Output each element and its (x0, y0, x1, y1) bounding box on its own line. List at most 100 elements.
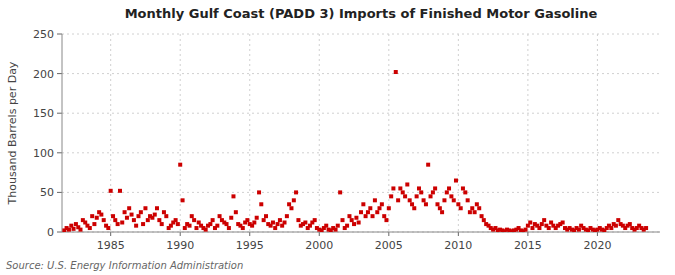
point (345, 224, 349, 228)
tick-mark (319, 232, 320, 236)
point (162, 210, 166, 214)
tick-mark (180, 232, 181, 236)
point (357, 220, 361, 224)
tick-label: 1985 (97, 239, 125, 252)
point (139, 210, 143, 214)
point (120, 220, 124, 224)
annotation: Source: U.S. Energy Information Administ… (6, 260, 243, 271)
point (252, 220, 256, 224)
tick-label: 2005 (375, 239, 403, 252)
point (540, 222, 544, 226)
point (352, 222, 356, 226)
point (429, 194, 433, 198)
point (271, 220, 275, 224)
point (194, 226, 198, 230)
point (183, 226, 187, 230)
point (415, 194, 419, 198)
point (477, 206, 481, 210)
point (296, 218, 300, 222)
point (99, 213, 103, 217)
point (67, 228, 71, 232)
tick-mark (57, 232, 62, 233)
point (231, 194, 235, 198)
point (276, 222, 280, 226)
point (225, 222, 229, 226)
point (398, 186, 402, 190)
point (577, 228, 581, 232)
point (382, 214, 386, 218)
tick-label: 200 (33, 68, 54, 81)
point (78, 228, 82, 232)
grid-line (597, 34, 598, 232)
y-axis: 050100150200250 (33, 28, 62, 239)
point (405, 182, 409, 186)
tick-label: 2000 (305, 239, 333, 252)
point (537, 226, 541, 230)
point (628, 222, 632, 226)
point (130, 213, 134, 217)
point (403, 194, 407, 198)
point (204, 228, 208, 232)
point (287, 202, 291, 206)
chart: Monthly Gulf Coast (PADD 3) Imports of F… (0, 0, 675, 275)
tick-label: 1995 (236, 239, 264, 252)
point (264, 214, 268, 218)
point (375, 210, 379, 214)
tick-label: 2015 (514, 239, 542, 252)
point (313, 218, 317, 222)
grid-line (62, 232, 660, 233)
point (257, 190, 261, 194)
point (227, 226, 231, 230)
point (422, 198, 426, 202)
point (387, 206, 391, 210)
point (410, 202, 414, 206)
grid-line (62, 73, 660, 74)
point (354, 216, 358, 220)
axis-label: Thousand Barrels per Day (6, 61, 19, 205)
point (215, 224, 219, 228)
point (380, 202, 384, 206)
point (190, 214, 194, 218)
x-axis: 19851990199520002005201020152020 (97, 232, 612, 252)
point (542, 218, 546, 222)
point (72, 227, 76, 231)
point (528, 220, 532, 224)
tick-label: 2010 (444, 239, 472, 252)
point (234, 210, 238, 214)
point (347, 214, 351, 218)
point (377, 206, 381, 210)
point (433, 186, 437, 190)
tick-mark (57, 152, 62, 153)
point (417, 186, 421, 190)
grid (62, 34, 660, 232)
tick-label: 1990 (166, 239, 194, 252)
tick-mark (458, 232, 459, 236)
point (259, 202, 263, 206)
point (449, 194, 453, 198)
point (431, 190, 435, 194)
point (644, 226, 648, 230)
point (255, 216, 259, 220)
grid-line (62, 34, 660, 35)
tick-label: 150 (33, 107, 54, 120)
point (164, 214, 168, 218)
point (229, 216, 233, 220)
point (292, 198, 296, 202)
tick-label: 100 (33, 147, 54, 160)
grid-line (388, 34, 389, 232)
point (176, 222, 180, 226)
point (336, 224, 340, 228)
point (389, 194, 393, 198)
point (616, 218, 620, 222)
point (530, 226, 534, 230)
point (123, 210, 127, 214)
point (470, 206, 474, 210)
point (424, 202, 428, 206)
point (368, 206, 372, 210)
point (438, 206, 442, 210)
point (125, 216, 129, 220)
point (371, 214, 375, 218)
axis-line (62, 34, 63, 232)
point (366, 210, 370, 214)
point (359, 210, 363, 214)
